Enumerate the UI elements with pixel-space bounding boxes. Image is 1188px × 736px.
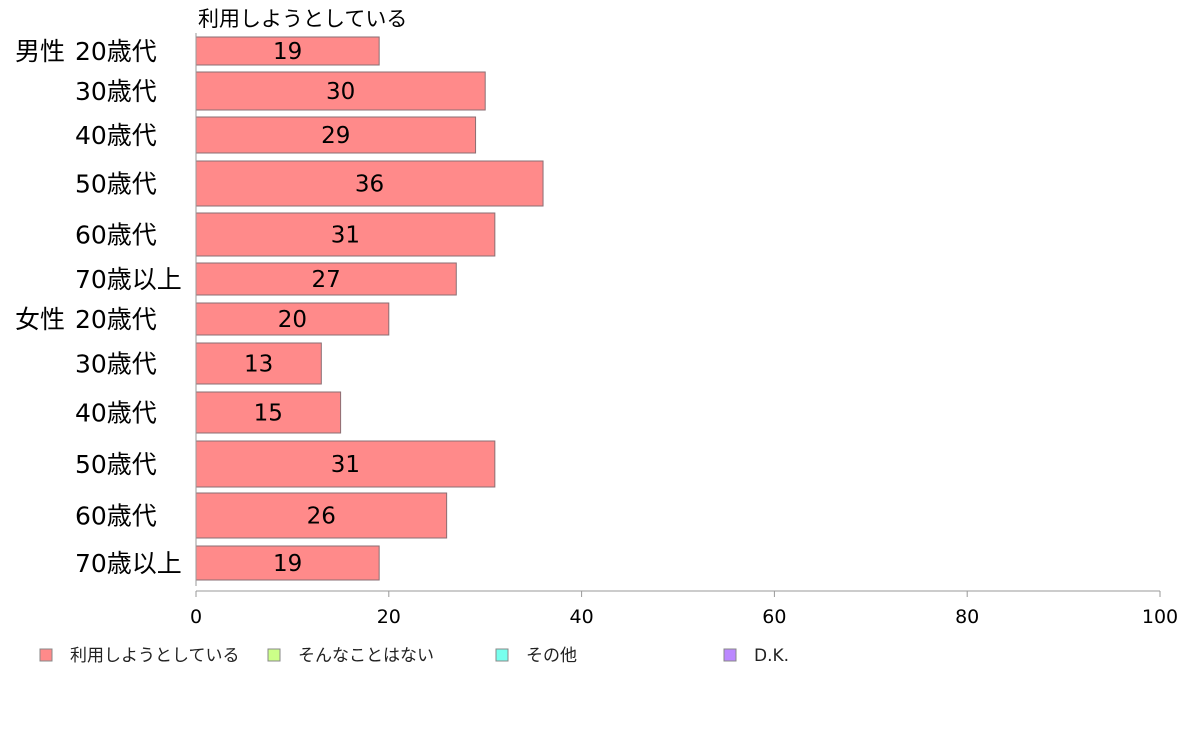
- bar-value-label: 20: [278, 307, 307, 333]
- x-tick-label: 40: [570, 606, 594, 628]
- legend: 利用しようとしている そんなことはない その他 D.K.: [39, 646, 789, 666]
- bar-value-label: 27: [311, 267, 340, 293]
- legend-swatch: [267, 648, 281, 662]
- bar-value-label: 13: [244, 352, 273, 378]
- bar-2-series-1: [195, 71, 486, 111]
- bar-value-label: 30: [326, 79, 355, 105]
- group-label: 女性: [15, 305, 65, 334]
- category-label: 60歳代: [75, 221, 157, 250]
- bar-12-series-1: [195, 545, 380, 581]
- x-tick-label: 0: [190, 606, 202, 628]
- bar-value-label: 31: [331, 452, 360, 478]
- x-tick-label: 20: [377, 606, 401, 628]
- category-label: 50歳代: [75, 450, 157, 479]
- bar-value-label: 26: [307, 504, 336, 530]
- category-label: 40歳代: [75, 121, 157, 150]
- category-label: 60歳代: [75, 502, 157, 531]
- bar-10-series-1: [195, 440, 496, 488]
- category-label: 30歳代: [75, 350, 157, 379]
- bar-value-label: 31: [331, 223, 360, 249]
- legend-swatch: [39, 648, 53, 662]
- bar-7-series-1: [195, 302, 390, 336]
- bar-value-label: 15: [254, 401, 283, 427]
- bar-1-series-1: [195, 36, 380, 66]
- category-label: 70歳以上: [75, 549, 182, 578]
- group-label: 男性: [15, 37, 65, 66]
- legend-swatch: [723, 648, 737, 662]
- bar-value-label: 19: [273, 551, 302, 577]
- legend-label: D.K.: [754, 646, 789, 666]
- category-label: 20歳代: [75, 305, 157, 334]
- bar-value-label: 36: [355, 172, 384, 198]
- bar-3-series-1: [195, 116, 477, 154]
- legend-label: その他: [526, 646, 577, 666]
- category-label: 20歳代: [75, 37, 157, 66]
- category-label: 70歳以上: [75, 265, 182, 294]
- category-label: 40歳代: [75, 399, 157, 428]
- bar-value-label: 29: [321, 123, 350, 149]
- x-axis: 0 20 40 60 80 100: [190, 33, 1178, 628]
- x-tick-label: 80: [955, 606, 979, 628]
- bar-11-series-1: [195, 492, 448, 539]
- x-tick-label: 60: [762, 606, 786, 628]
- bar-4-series-1: [195, 160, 544, 207]
- legend-swatch: [495, 648, 509, 662]
- legend-label: 利用しようとしている: [70, 646, 240, 666]
- category-label: 50歳代: [75, 170, 157, 199]
- series-header: 利用しようとしている: [198, 7, 407, 31]
- category-label: 30歳代: [75, 77, 157, 106]
- legend-label: そんなことはない: [298, 646, 434, 666]
- x-tick-label: 100: [1142, 606, 1178, 628]
- bar-value-label: 19: [273, 39, 302, 65]
- bar-5-series-1: [195, 212, 496, 257]
